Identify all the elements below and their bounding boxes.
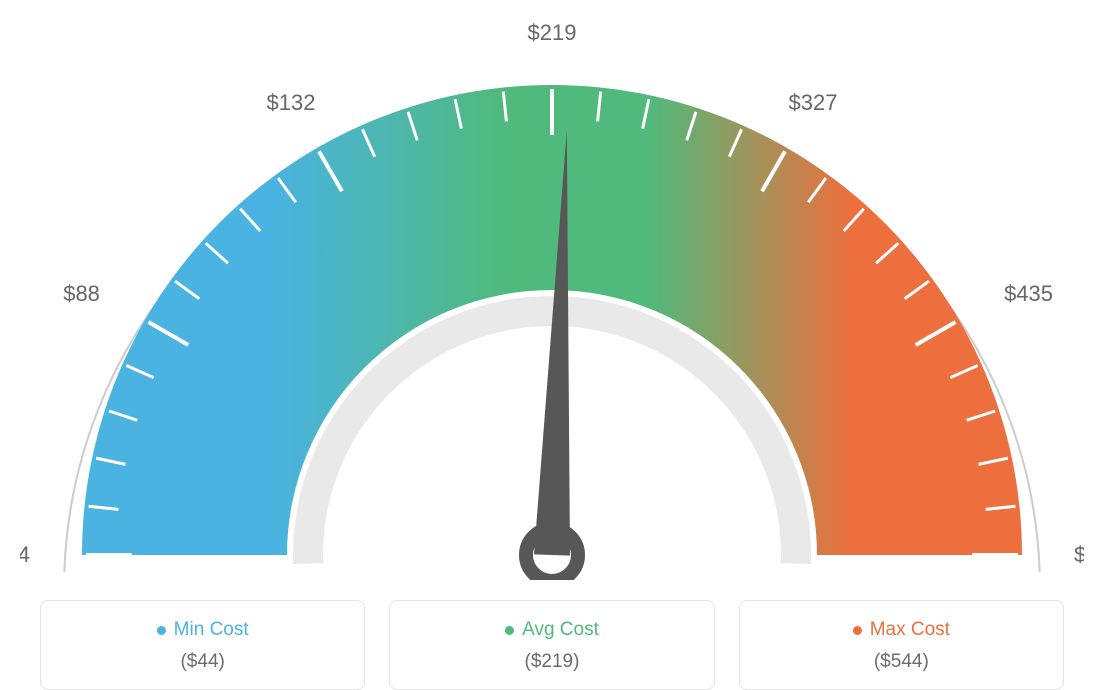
dot-icon	[505, 626, 514, 635]
scale-label: $544	[1074, 542, 1084, 567]
scale-label: $219	[528, 20, 577, 45]
legend-label: Min Cost	[174, 619, 249, 641]
dot-icon	[853, 626, 862, 635]
scale-label: $435	[1004, 281, 1053, 306]
legend-value: ($219)	[390, 651, 713, 673]
legend-title-min: Min Cost	[157, 619, 249, 641]
legend-card-min: Min Cost ($44)	[40, 600, 365, 690]
legend-value: ($44)	[41, 651, 364, 673]
legend-label: Max Cost	[870, 619, 950, 641]
scale-label: $327	[789, 90, 838, 115]
scale-label: $44	[20, 542, 30, 567]
legend-title-max: Max Cost	[853, 619, 950, 641]
legend-row: Min Cost ($44) Avg Cost ($219) Max Cost …	[20, 600, 1084, 690]
legend-value: ($544)	[740, 651, 1063, 673]
legend-card-max: Max Cost ($544)	[739, 600, 1064, 690]
scale-label: $88	[63, 281, 100, 306]
legend-card-avg: Avg Cost ($219)	[389, 600, 714, 690]
dot-icon	[157, 626, 166, 635]
cost-gauge: $44 $88 $132 $219 $327 $435 $544	[20, 20, 1084, 580]
legend-label: Avg Cost	[522, 619, 599, 641]
scale-label: $132	[267, 90, 316, 115]
gauge-svg: $44 $88 $132 $219 $327 $435 $544	[20, 20, 1084, 580]
legend-title-avg: Avg Cost	[505, 619, 599, 641]
